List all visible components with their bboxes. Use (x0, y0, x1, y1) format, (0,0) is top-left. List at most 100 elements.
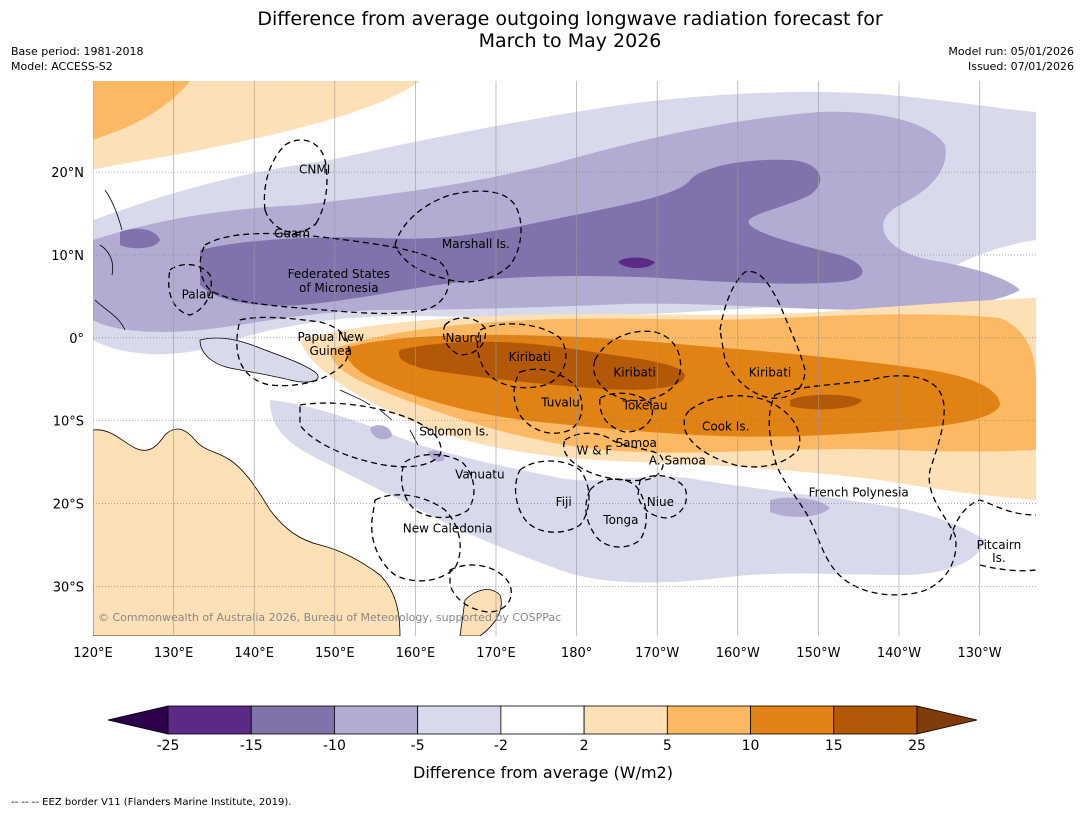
colorbar-tick-label: -2 (494, 738, 508, 754)
lon-tick-label: 160°W (716, 646, 760, 661)
region-label: Palau (182, 288, 214, 302)
colorbar-tick-label: -15 (240, 738, 263, 754)
lat-tick-label: 20°S (53, 497, 84, 512)
colorbar-swatch (167, 705, 252, 735)
region-label: Kiribati (613, 366, 655, 380)
lon-tick-label: 130°E (154, 646, 194, 661)
copyright-notice: © Commonwealth of Australia 2026, Bureau… (98, 611, 561, 624)
eez-cnmi (263, 139, 328, 226)
region-label: Federated States (288, 267, 390, 281)
colorbar-tick-label: 5 (663, 738, 672, 754)
meta-left: Base period: 1981-2018 Model: ACCESS-S2 (11, 44, 143, 74)
anomaly-band-strong-purple (200, 159, 863, 306)
region-label: Tuvalu (540, 395, 580, 409)
lat-tick-label: 0° (69, 332, 84, 347)
map-title: Difference from average outgoing longwav… (170, 8, 970, 52)
latitude-labels: 20°N 10°N 0° 10°S 20°S 30°S (51, 166, 84, 595)
colorbar-swatch (583, 705, 668, 735)
model-run: Model run: 05/01/2026 (948, 45, 1074, 58)
lon-tick-label: 170°E (476, 646, 516, 661)
philippines-islands (94, 189, 126, 331)
anomaly-band-strongest-orange (398, 341, 685, 390)
title-line-1: Difference from average outgoing longwav… (257, 8, 883, 30)
lon-tick-label: 150°W (796, 646, 840, 661)
eez-kiribati-central (593, 330, 682, 402)
anomaly-band-northwest-strong (93, 81, 190, 140)
colorbar-title: Difference from average (W/m2) (413, 763, 673, 782)
colorbar-swatch (334, 705, 419, 735)
eez-palau (168, 263, 212, 316)
region-label: Kiribati (749, 366, 791, 380)
anomaly-band-deepest-purple (618, 257, 655, 268)
colorbar-tick-label: 25 (908, 738, 926, 754)
issued-date: Issued: 07/01/2026 (967, 60, 1074, 73)
eez-norfolk (449, 564, 512, 613)
region-label: CNMI (299, 163, 330, 177)
eez-footnote: -- -- -- EEZ border V11 (Flanders Marine… (11, 797, 292, 808)
lon-tick-label: 140°E (234, 646, 274, 661)
lon-tick-label: 160°E (396, 646, 436, 661)
region-label: Is. (992, 551, 1006, 565)
region-label: French Polynesia (809, 486, 909, 500)
eez-nauru (442, 317, 487, 356)
eez-fiji (514, 460, 590, 533)
title-line-2: March to May 2026 (478, 30, 662, 52)
region-label: Fiji (556, 495, 572, 509)
region-label: Pitcairn (977, 538, 1022, 552)
eez-fsm (199, 232, 450, 315)
region-label: Solomon Is. (419, 424, 489, 438)
eez-tuvalu (513, 368, 583, 434)
colorbar-tick-label: -5 (411, 738, 425, 754)
eez-borders (168, 139, 1036, 613)
colorbar-tick-label: 2 (580, 738, 589, 754)
region-label: Cook Is. (702, 419, 749, 433)
eez-solomon (299, 402, 442, 468)
lat-tick-label: 20°N (51, 166, 84, 181)
colorbar (107, 705, 978, 735)
region-label: A. Samoa (649, 453, 706, 467)
eez-guam (264, 209, 317, 234)
colorbar-swatch (250, 705, 335, 735)
region-label: Vanuatu (455, 467, 505, 481)
anomaly-band-south-purple (270, 400, 985, 583)
lat-tick-label: 10°N (51, 249, 84, 264)
australia-landmass (93, 428, 401, 636)
anomaly-band-south-purple-mid (770, 497, 830, 517)
region-label: Samoa (616, 436, 657, 450)
colorbar-swatch (750, 705, 835, 735)
eez-niue (637, 474, 688, 519)
region-label: Guam (274, 226, 310, 240)
region-label: Nauru (446, 331, 482, 345)
solomon-islands (339, 389, 419, 446)
eez-tokelau (599, 392, 654, 433)
colorbar-tick-labels: -25 -15 -10 -5 -2 2 5 10 15 25 (157, 738, 926, 754)
region-label: New Caledonia (403, 521, 493, 535)
region-label: Kiribati (509, 350, 551, 364)
lat-tick-label: 30°S (53, 580, 84, 595)
longitude-labels: 120°E 130°E 140°E 150°E 160°E 170°E 180° 170°W 1… (73, 646, 1002, 661)
colorbar-swatch (666, 705, 751, 735)
lon-tick-label: 180° (561, 646, 592, 661)
eez-new-caledonia (371, 494, 461, 582)
eez-pitcairn (949, 499, 1036, 572)
region-label: Marshall Is. (442, 237, 510, 251)
eez-kiribati-west (476, 323, 567, 389)
anomaly-band-strongest-orange-east (790, 394, 862, 410)
anomaly-band-west-purple-patch (120, 228, 160, 249)
eez-kiribati-east (719, 270, 806, 399)
region-label: of Micronesia (299, 281, 379, 295)
colorbar-tick-label: -25 (157, 738, 180, 754)
lon-tick-label: 140°W (877, 646, 921, 661)
colorbar-tick-label: 10 (742, 738, 760, 754)
new-zealand-island (459, 589, 502, 636)
region-label: Papua New (297, 330, 364, 344)
lon-tick-label: 170°W (635, 646, 679, 661)
colorbar-under-arrow (107, 705, 169, 735)
eez-tonga (585, 478, 647, 548)
eez-vanuatu (401, 453, 475, 519)
model-name: Model: ACCESS-S2 (11, 60, 113, 73)
colorbar-over-arrow (916, 705, 978, 735)
